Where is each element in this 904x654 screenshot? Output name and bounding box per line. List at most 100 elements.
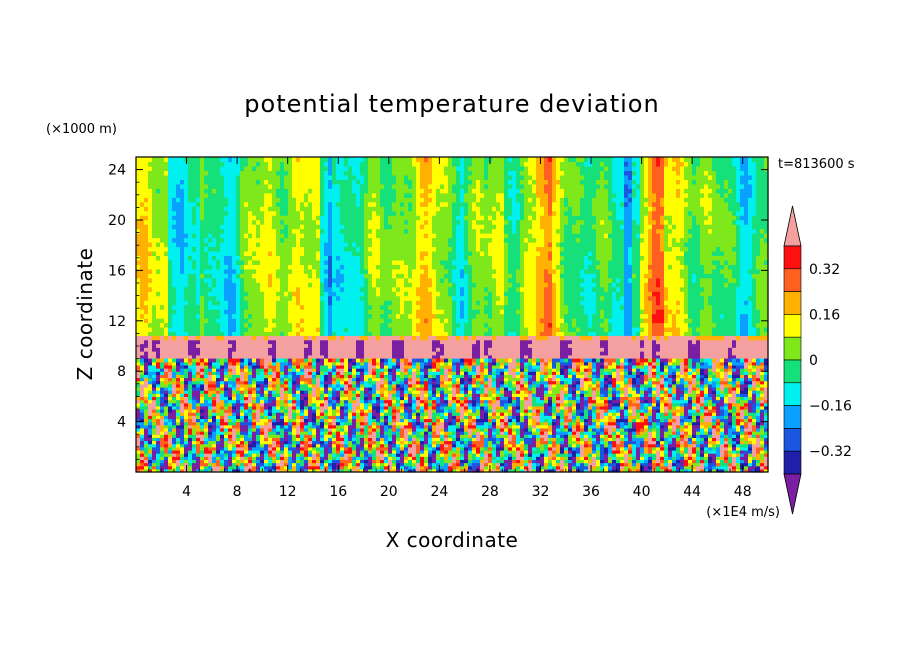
field-cell xyxy=(548,313,553,319)
field-cell xyxy=(528,318,533,324)
field-cell xyxy=(444,188,449,194)
field-cell xyxy=(504,192,509,198)
field-cell xyxy=(272,237,277,243)
field-cell xyxy=(216,228,221,234)
field-cell xyxy=(464,161,469,167)
field-cell xyxy=(264,309,269,315)
field-cell xyxy=(612,250,617,257)
field-cell xyxy=(404,286,409,292)
field-cell xyxy=(472,246,477,252)
field-cell xyxy=(444,250,449,257)
field-cell xyxy=(176,206,181,212)
field-cell xyxy=(320,259,325,265)
field-cell xyxy=(388,313,393,319)
field-cell xyxy=(160,264,165,270)
field-cell xyxy=(424,157,429,163)
field-cell xyxy=(544,291,549,297)
field-cell xyxy=(212,246,217,252)
field-cell xyxy=(556,286,561,292)
field-cell xyxy=(512,219,517,225)
field-cell xyxy=(604,165,609,172)
field-cell xyxy=(468,255,473,261)
field-cell xyxy=(188,228,193,234)
field-cell xyxy=(304,228,309,234)
field-cell xyxy=(416,210,421,216)
field-cell xyxy=(188,264,193,270)
field-cell xyxy=(540,250,545,257)
field-cell xyxy=(528,165,533,172)
field-cell xyxy=(404,161,409,167)
field-cell xyxy=(204,259,209,265)
field-cell xyxy=(304,277,309,283)
field-cell xyxy=(216,264,221,270)
field-cell xyxy=(544,179,549,185)
field-cell xyxy=(472,210,477,216)
field-cell xyxy=(584,174,589,180)
field-cell xyxy=(428,161,433,167)
field-cell xyxy=(260,224,265,230)
field-cell xyxy=(168,228,173,234)
field-cell xyxy=(524,165,529,172)
field-cell xyxy=(424,250,429,257)
field-cell xyxy=(584,295,589,301)
field-cell xyxy=(616,331,621,337)
field-cell xyxy=(340,161,345,167)
field-cell xyxy=(208,326,213,333)
field-cell xyxy=(556,318,561,324)
field-cell xyxy=(620,228,625,234)
field-cell xyxy=(220,183,225,189)
field-cell xyxy=(148,250,153,257)
field-cell xyxy=(568,161,573,167)
field-cell xyxy=(508,174,513,180)
field-cell xyxy=(460,201,465,207)
field-cell xyxy=(224,295,229,301)
field-cell xyxy=(444,282,449,288)
field-cell xyxy=(388,255,393,261)
field-cell xyxy=(408,237,413,243)
field-cell xyxy=(344,210,349,216)
field-cell xyxy=(388,250,393,257)
field-cell xyxy=(160,219,165,225)
field-cell xyxy=(468,304,473,310)
field-cell xyxy=(568,318,573,324)
field-cell xyxy=(408,295,413,301)
field-cell xyxy=(192,268,197,274)
field-cell xyxy=(456,300,461,306)
field-cell xyxy=(448,206,453,212)
field-cell xyxy=(564,174,569,180)
field-cell xyxy=(196,224,201,230)
field-cell xyxy=(564,206,569,212)
field-cell xyxy=(236,318,241,324)
field-cell xyxy=(612,179,617,185)
field-cell xyxy=(608,241,613,248)
field-cell xyxy=(584,228,589,234)
field-cell xyxy=(416,259,421,265)
field-cell xyxy=(504,313,509,319)
field-cell xyxy=(352,277,357,283)
field-cell xyxy=(188,179,193,185)
field-cell xyxy=(144,255,149,261)
field-cell xyxy=(428,165,433,172)
field-cell xyxy=(488,291,493,297)
field-cell xyxy=(408,215,413,221)
field-cell xyxy=(444,326,449,333)
field-cell xyxy=(284,255,289,261)
field-cell xyxy=(272,259,277,265)
field-cell xyxy=(232,309,237,315)
field-cell xyxy=(484,326,489,333)
field-cell xyxy=(552,219,557,225)
field-cell xyxy=(440,219,445,225)
field-cell xyxy=(480,215,485,221)
field-cell xyxy=(192,157,197,163)
field-cell xyxy=(396,165,401,172)
field-cell xyxy=(376,309,381,315)
field-cell xyxy=(248,291,253,297)
field-cell xyxy=(448,197,453,203)
field-cell xyxy=(244,313,249,319)
field-cell xyxy=(292,215,297,221)
field-cell xyxy=(400,250,405,257)
field-cell xyxy=(284,161,289,167)
field-cell xyxy=(460,174,465,180)
field-cell xyxy=(268,246,273,252)
field-cell xyxy=(528,309,533,315)
